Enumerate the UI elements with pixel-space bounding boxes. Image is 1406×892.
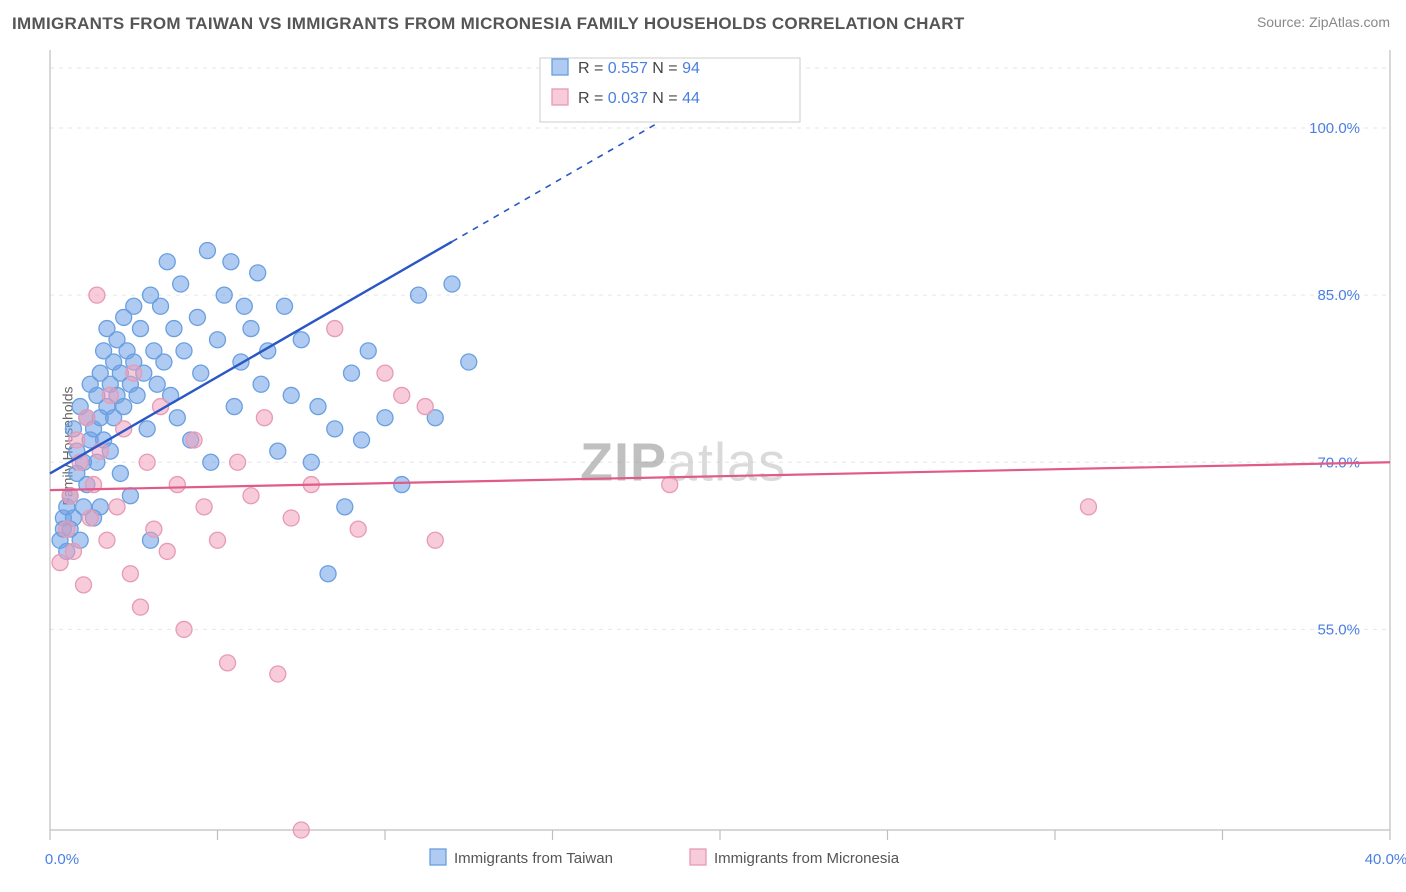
svg-text:55.0%: 55.0% (1317, 621, 1360, 638)
svg-text:Immigrants from Taiwan: Immigrants from Taiwan (454, 850, 613, 867)
svg-text:85.0%: 85.0% (1317, 287, 1360, 304)
svg-text:R = 0.037 N = 44: R = 0.037 N = 44 (578, 90, 700, 107)
svg-text:100.0%: 100.0% (1309, 120, 1360, 137)
svg-text:R = 0.557 N = 94: R = 0.557 N = 94 (578, 60, 700, 77)
svg-text:0.0%: 0.0% (45, 851, 79, 868)
svg-text:40.0%: 40.0% (1365, 851, 1406, 868)
scatter-chart: 0.0%40.0%55.0%70.0%85.0%100.0%ZIPatlasR … (0, 0, 1406, 892)
svg-text:Immigrants from Micronesia: Immigrants from Micronesia (714, 850, 900, 867)
svg-text:ZIPatlas: ZIPatlas (580, 432, 786, 492)
